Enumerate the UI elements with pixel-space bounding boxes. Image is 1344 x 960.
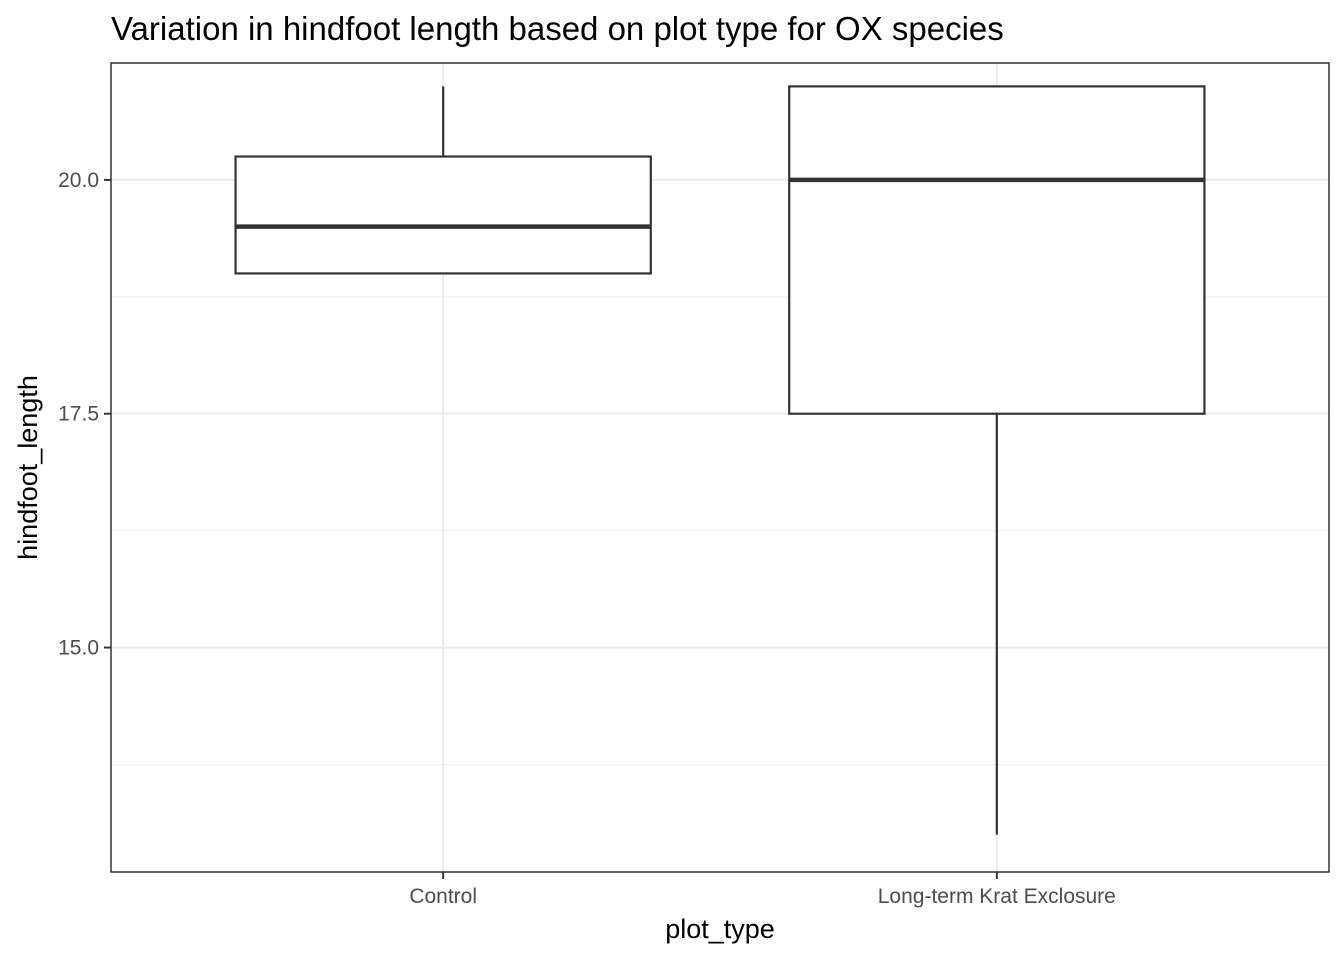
box-layer: [234, 85, 1206, 835]
iqr-box: [234, 155, 652, 275]
y-tick-label: 20.0: [58, 169, 99, 192]
y-tick-label: 15.0: [58, 637, 99, 660]
panel-border: [110, 62, 1330, 873]
chart-title: Variation in hindfoot length based on pl…: [111, 10, 1004, 47]
box-2: [788, 85, 1206, 835]
x-tick-label: Control: [409, 885, 477, 908]
y-tick-label: 17.5: [58, 403, 99, 426]
axis-layer: 15.0 17.5 20.0 Control Long-term Krat Exclos…: [58, 169, 1116, 908]
x-tick-label: Long-term Krat Exclosure: [878, 885, 1116, 908]
y-axis-title: hindfoot_length: [13, 375, 43, 560]
iqr-box: [788, 85, 1206, 415]
box-1: [234, 86, 652, 275]
x-axis-title: plot_type: [665, 914, 775, 944]
